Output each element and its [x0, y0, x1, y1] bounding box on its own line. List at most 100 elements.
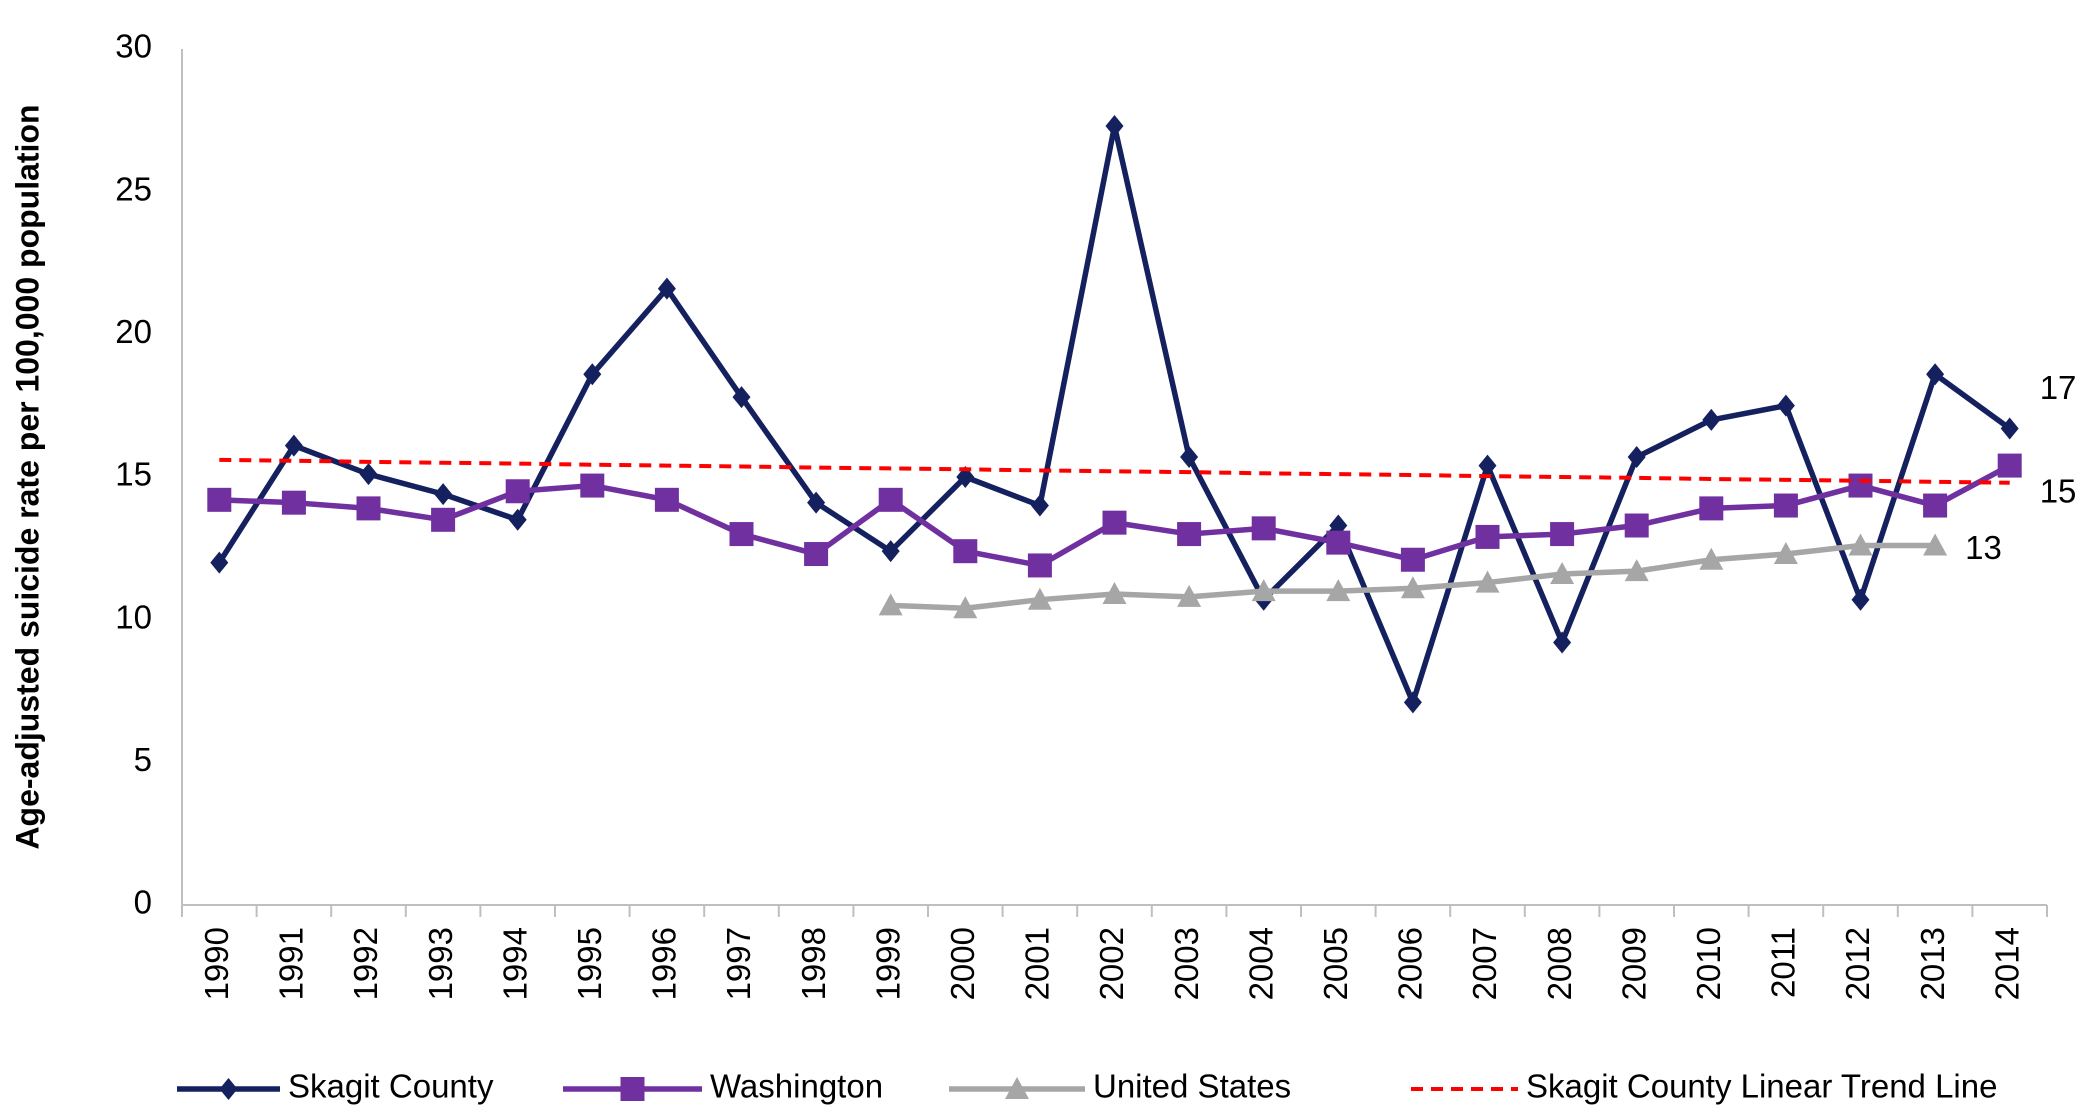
y-tick-label: 30	[115, 28, 152, 65]
marker	[1848, 533, 1873, 556]
data-label: 13	[1965, 529, 2002, 566]
x-tick-label: 2007	[1466, 927, 1503, 1000]
x-tick-label: 1997	[720, 927, 757, 1000]
marker	[1699, 547, 1724, 570]
marker	[953, 539, 978, 564]
marker	[434, 483, 453, 506]
marker	[1030, 494, 1049, 517]
marker	[657, 277, 676, 300]
marker	[1177, 522, 1202, 547]
data-label: 17	[2040, 369, 2077, 406]
x-tick-label: 1991	[273, 927, 310, 1000]
legend-label: Skagit County Linear Trend Line	[1526, 1068, 1997, 1105]
x-tick-label: 2011	[1765, 927, 1802, 998]
y-tick-label: 15	[115, 456, 152, 493]
marker	[1702, 408, 1721, 431]
x-tick-label: 2010	[1690, 927, 1727, 1000]
marker	[1251, 516, 1276, 541]
legend-label: Washington	[710, 1068, 883, 1105]
marker	[1251, 579, 1276, 602]
marker	[505, 479, 530, 504]
marker	[356, 496, 381, 521]
marker	[281, 490, 306, 515]
marker	[1326, 579, 1351, 602]
marker	[1105, 115, 1124, 138]
marker	[881, 540, 900, 563]
x-tick-label: 2012	[1839, 927, 1876, 1000]
marker	[431, 507, 456, 532]
y-tick-label: 20	[115, 313, 152, 350]
marker	[1997, 453, 2022, 478]
legend-marker	[620, 1077, 645, 1101]
marker	[654, 487, 679, 512]
data-label: 15	[2040, 472, 2077, 509]
x-tick-label: 2008	[1541, 927, 1578, 1000]
y-axis-label: Age-adjusted suicide rate per 100,000 po…	[9, 104, 45, 849]
marker	[1923, 493, 1948, 518]
marker	[1326, 530, 1351, 555]
y-tick-label: 10	[115, 598, 152, 635]
x-tick-label: 2000	[944, 927, 981, 1000]
x-tick-label: 1992	[347, 927, 384, 1000]
x-tick-label: 1993	[422, 927, 459, 1000]
marker	[1776, 394, 1795, 417]
marker	[583, 363, 602, 386]
x-tick-label: 2013	[1914, 927, 1951, 1000]
x-tick-label: 2002	[1093, 927, 1130, 1000]
marker	[284, 434, 303, 457]
x-tick-label: 2009	[1615, 927, 1652, 1000]
legend-marker	[1005, 1077, 1029, 1099]
marker	[1926, 363, 1945, 386]
marker	[1923, 533, 1948, 556]
marker	[1102, 510, 1127, 535]
marker	[804, 542, 829, 567]
marker	[359, 463, 378, 486]
x-tick-label: 1995	[571, 927, 608, 1000]
x-tick-label: 1998	[795, 927, 832, 1000]
marker	[207, 487, 232, 512]
trend-line	[219, 457, 2010, 485]
marker	[1403, 691, 1422, 714]
marker	[1177, 584, 1202, 607]
legend-label: United States	[1093, 1068, 1291, 1105]
marker	[1624, 513, 1649, 538]
marker	[508, 508, 527, 531]
marker	[1627, 446, 1646, 469]
marker	[878, 487, 903, 512]
legend-marker	[219, 1078, 238, 1100]
marker	[1699, 496, 1724, 521]
marker	[210, 551, 229, 574]
marker	[1624, 559, 1649, 582]
marker	[1400, 547, 1425, 572]
marker	[1027, 553, 1052, 578]
series-line	[216, 123, 2012, 706]
marker	[580, 473, 605, 498]
x-tick-label: 1996	[646, 927, 683, 1000]
marker	[878, 593, 903, 616]
marker	[1851, 588, 1870, 611]
legend-label: Skagit County	[288, 1068, 494, 1105]
x-tick-label: 1990	[198, 927, 235, 1000]
y-tick-label: 25	[115, 170, 152, 207]
marker	[1027, 587, 1052, 610]
marker	[1475, 524, 1500, 549]
marker	[2000, 417, 2019, 440]
marker	[729, 522, 754, 547]
marker	[1848, 473, 1873, 498]
marker	[1475, 570, 1500, 593]
marker	[953, 596, 978, 619]
marker	[1102, 581, 1127, 604]
marker	[1773, 493, 1798, 518]
marker	[1553, 631, 1572, 654]
x-tick-label: 2004	[1242, 927, 1279, 1000]
marker	[1550, 562, 1575, 585]
x-tick-label: 2003	[1168, 927, 1205, 1000]
x-tick-label: 1999	[869, 927, 906, 1000]
x-tick-label: 2001	[1019, 927, 1056, 1000]
x-tick-label: 1994	[496, 927, 533, 1000]
x-tick-label: 2005	[1317, 927, 1354, 1000]
x-tick-label: 2014	[1988, 927, 2025, 1000]
marker	[1400, 576, 1425, 599]
marker	[956, 466, 975, 488]
